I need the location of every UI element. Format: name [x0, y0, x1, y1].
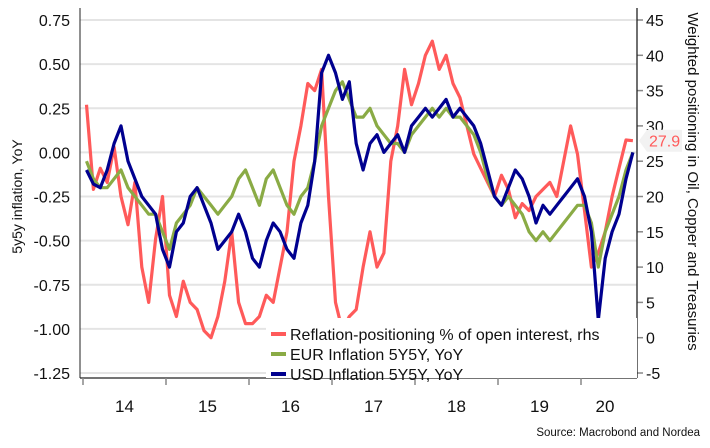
y-tick-label: -1.00 [34, 322, 71, 339]
y2-tick-label: 10 [646, 260, 664, 277]
y-tick-label: -1.25 [34, 366, 71, 383]
y-axis-label: 5y5y inflation, YoY [9, 139, 25, 254]
y-tick-label: 0.50 [39, 57, 70, 74]
y2-tick-label: 40 [646, 48, 664, 65]
y2-tick-label: 20 [646, 190, 664, 207]
series-line-2 [85, 80, 635, 269]
y-tick-label: 0.75 [39, 13, 70, 30]
legend-swatch [271, 372, 286, 376]
x-tick-label: 15 [198, 397, 217, 416]
legend-box [266, 318, 637, 378]
last-value-flag [639, 129, 682, 152]
legend-label: Reflation-positioning % of open interest… [290, 327, 600, 344]
source-note: Source: Macrobond and Nordea [536, 427, 700, 439]
legend-label: USD Inflation 5Y5Y, YoY [290, 367, 463, 384]
y-tick-label: -0.50 [34, 234, 71, 251]
y-tick-label: -0.75 [34, 278, 71, 295]
legend-swatch [271, 332, 286, 336]
y2-tick-label: 35 [646, 84, 664, 101]
x-tick-label: 20 [596, 397, 615, 416]
x-tick-label: 17 [364, 397, 383, 416]
x-tick-label: 18 [447, 397, 466, 416]
y-tick-label: 0.00 [39, 145, 70, 162]
x-tick-label: 14 [115, 397, 134, 416]
y2-tick-label: 25 [646, 154, 664, 171]
y-tick-label: -0.25 [34, 190, 71, 207]
last-value-label: 27.9 [649, 134, 680, 151]
y2-tick-label: -5 [646, 366, 660, 383]
y2-tick-label: 15 [646, 225, 664, 242]
series-line-3 [85, 53, 635, 322]
y2-tick-label: 0 [646, 331, 655, 348]
x-tick-label: 16 [281, 397, 300, 416]
x-tick-label: 19 [530, 397, 549, 416]
series-line-1 [84, 39, 634, 340]
y2-tick-label: 45 [646, 13, 664, 30]
y2-axis-label: Weighted positioning in Oil, Copper and … [684, 12, 701, 350]
legend-label: EUR Inflation 5Y5Y, YoY [290, 347, 463, 364]
y-tick-label: 0.25 [39, 101, 70, 118]
legend-swatch [271, 352, 286, 356]
y2-tick-label: 5 [646, 295, 655, 312]
